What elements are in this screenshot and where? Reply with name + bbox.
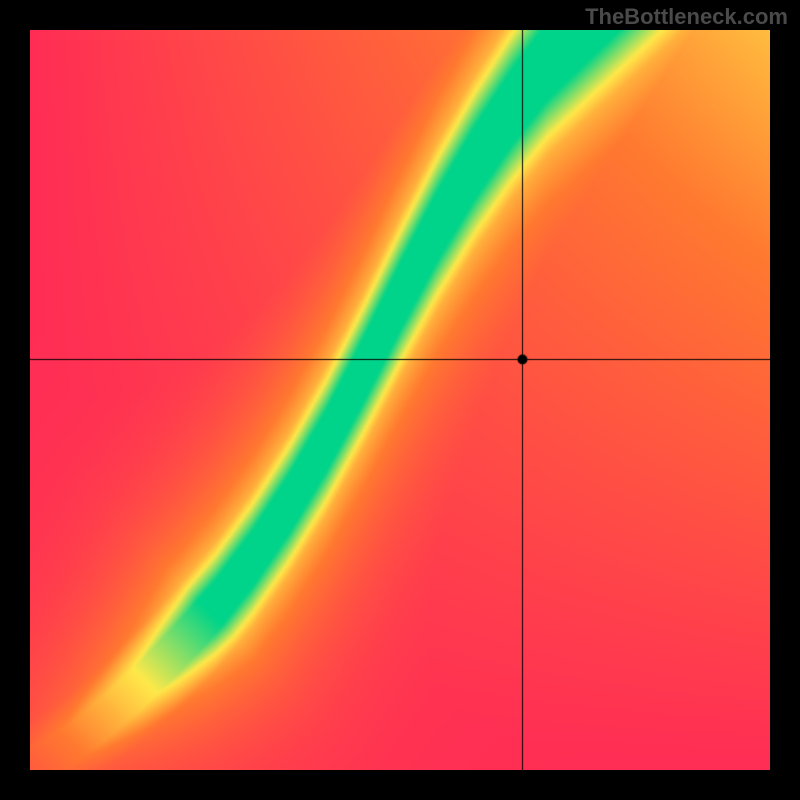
stage: TheBottleneck.com: [0, 0, 800, 800]
watermark-text: TheBottleneck.com: [585, 4, 788, 30]
crosshair-overlay: [30, 30, 770, 770]
